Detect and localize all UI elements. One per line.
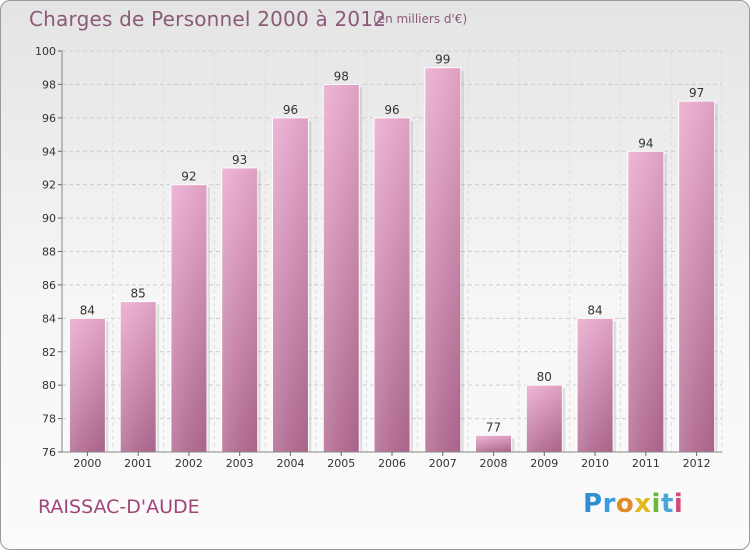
data-label: 93 <box>232 153 247 167</box>
y-tick-label: 90 <box>42 212 56 225</box>
y-tick-label: 86 <box>42 279 56 292</box>
data-label: 99 <box>435 53 450 67</box>
proxiti-logo[interactable]: Proxiti <box>583 489 684 519</box>
x-tick-label: 2011 <box>632 457 660 470</box>
y-tick-label: 78 <box>42 413 56 426</box>
y-tick-label: 92 <box>42 179 56 192</box>
x-tick-label: 2002 <box>175 457 203 470</box>
bar-gloss <box>69 318 106 452</box>
data-label: 98 <box>334 69 349 83</box>
y-tick-label: 96 <box>42 112 56 125</box>
x-tick-label: 2003 <box>226 457 254 470</box>
x-tick-label: 2001 <box>124 457 152 470</box>
y-tick-label: 88 <box>42 246 56 259</box>
data-label: 97 <box>689 86 704 100</box>
bar-gloss <box>272 117 309 452</box>
y-tick-label: 84 <box>42 312 56 325</box>
chart-title: Charges de Personnel 2000 à 2012 <box>29 7 387 31</box>
data-label: 96 <box>283 103 298 117</box>
bar-gloss <box>424 67 461 452</box>
chart-subtitle: (en milliers d'€) <box>373 12 468 26</box>
bar-gloss <box>120 301 157 452</box>
bar-gloss <box>627 151 664 452</box>
data-label: 92 <box>181 170 196 184</box>
x-tick-label: 2004 <box>276 457 304 470</box>
data-label: 84 <box>587 303 602 317</box>
x-tick-label: 2009 <box>530 457 558 470</box>
x-tick-label: 2005 <box>327 457 355 470</box>
y-tick-label: 76 <box>42 446 56 459</box>
data-label: 96 <box>384 103 399 117</box>
bar-gloss <box>678 101 715 452</box>
data-label: 85 <box>131 287 146 301</box>
x-tick-label: 2010 <box>581 457 609 470</box>
bar-gloss <box>323 84 360 453</box>
bar-gloss <box>374 117 410 452</box>
bar-gloss <box>221 167 258 453</box>
y-tick-label: 94 <box>42 145 56 158</box>
bar-gloss <box>577 318 614 452</box>
commune-name: RAISSAC-D'AUDE <box>38 496 200 518</box>
x-tick-label: 2006 <box>378 457 406 470</box>
y-tick-label: 82 <box>42 346 56 359</box>
bar-gloss <box>475 435 512 452</box>
x-tick-label: 2008 <box>480 457 508 470</box>
x-tick-label: 2012 <box>683 457 711 470</box>
x-tick-label: 2000 <box>73 457 101 470</box>
data-label: 77 <box>486 420 501 434</box>
y-tick-label: 98 <box>42 78 56 91</box>
data-label: 80 <box>537 370 552 384</box>
x-tick-label: 2007 <box>429 457 457 470</box>
bar-gloss <box>170 184 207 452</box>
y-tick-label: 80 <box>42 379 56 392</box>
y-tick-label: 100 <box>35 45 56 58</box>
data-label: 84 <box>80 303 95 317</box>
data-label: 94 <box>638 136 653 150</box>
bar-gloss <box>526 385 563 452</box>
